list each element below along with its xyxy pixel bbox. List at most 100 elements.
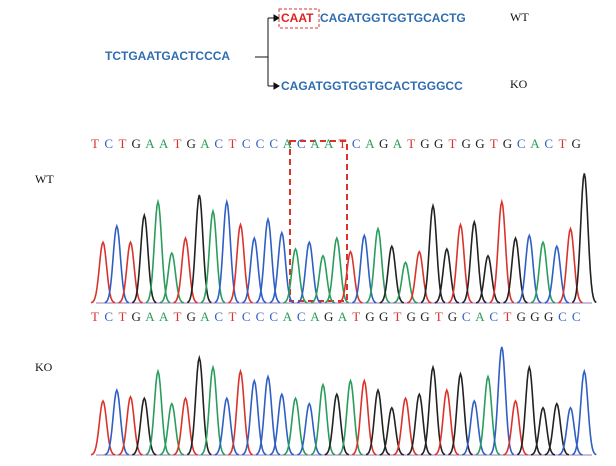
base-call: T: [229, 309, 237, 324]
base-call: C: [297, 309, 306, 324]
base-call: T: [119, 136, 127, 151]
base-call: T: [490, 136, 498, 151]
base-call: C: [544, 136, 553, 151]
trace-peak: [393, 396, 418, 456]
base-call: C: [489, 309, 498, 324]
trace-peak: [186, 354, 212, 456]
trace-peak: [489, 346, 515, 456]
trace-peak: [544, 401, 570, 456]
trace-peak: [352, 233, 377, 304]
wt-label: WT: [510, 10, 529, 24]
trace-peak: [132, 396, 157, 456]
base-call: T: [174, 136, 182, 151]
trace-peak: [214, 396, 240, 456]
base-call: A: [475, 309, 485, 324]
trace-peak: [503, 236, 528, 304]
trace-peak: [462, 399, 487, 456]
trace-peak: [338, 249, 363, 304]
trace-peak: [324, 236, 350, 304]
trace-peak: [530, 406, 556, 456]
deleted-site: CAAT: [281, 11, 314, 25]
base-call: G: [365, 309, 374, 324]
trace-peak: [255, 216, 281, 304]
trace-peak: [242, 236, 267, 304]
base-call: T: [449, 136, 457, 151]
base-call: G: [407, 309, 416, 324]
trace-peak: [420, 202, 446, 304]
base-call: C: [256, 136, 265, 151]
base-call: T: [174, 309, 182, 324]
trace-peak: [448, 371, 473, 456]
trace-peak: [228, 368, 253, 456]
base-call: A: [200, 136, 210, 151]
trace-peak: [379, 244, 405, 304]
trace-peak: [200, 364, 226, 456]
trace-peak: [475, 374, 501, 456]
source-sequence: TCTGAATGACTCCCA: [105, 49, 230, 63]
base-call: G: [132, 309, 141, 324]
trace-peak: [365, 226, 391, 304]
base-call: A: [159, 136, 169, 151]
ko-label: KO: [510, 77, 528, 91]
trace-peak: [159, 401, 185, 456]
trace-peak: [118, 240, 143, 304]
base-call: A: [310, 309, 320, 324]
trace-peak: [530, 240, 556, 304]
base-call: C: [517, 136, 526, 151]
trace-peak: [420, 364, 446, 456]
base-call: T: [229, 136, 237, 151]
trace-peak: [173, 396, 198, 456]
base-call: C: [104, 136, 113, 151]
trace-peak: [159, 251, 185, 304]
base-call: C: [558, 309, 567, 324]
trace-peak: [297, 240, 322, 304]
base-call: A: [283, 309, 293, 324]
base-call: C: [214, 136, 223, 151]
base-call: G: [503, 136, 512, 151]
site-box: [278, 8, 320, 29]
trace-peak: [173, 236, 198, 304]
base-call: G: [530, 309, 539, 324]
arrowhead: [273, 82, 280, 90]
sample-label: KO: [35, 360, 53, 374]
trace-peak: [269, 392, 295, 456]
base-call: A: [530, 136, 540, 151]
base-call: A: [159, 309, 169, 324]
base-call: T: [407, 136, 415, 151]
base-call: G: [324, 309, 333, 324]
edit-diagram: [255, 8, 320, 90]
ko-sequence: CAGATGGTGGTGCACTGGGCC: [281, 79, 463, 93]
trace-peak: [104, 223, 130, 304]
base-call: T: [119, 309, 127, 324]
trace-peak: [379, 406, 404, 456]
base-call: T: [435, 309, 443, 324]
base-call: G: [132, 136, 141, 151]
trace-peak: [558, 406, 583, 456]
trace-peak: [448, 222, 473, 304]
base-call: G: [420, 309, 429, 324]
base-call: G: [544, 309, 553, 324]
base-call: C: [297, 136, 306, 151]
trace-peak: [407, 249, 432, 304]
base-call: C: [462, 309, 471, 324]
base-call: T: [352, 309, 360, 324]
base-call: G: [572, 136, 581, 151]
base-call: T: [91, 309, 99, 324]
trace-peak: [118, 394, 143, 456]
base-call: G: [379, 309, 388, 324]
base-call: C: [104, 309, 113, 324]
base-call: C: [242, 136, 251, 151]
trace-peak: [283, 247, 308, 304]
base-call: G: [462, 136, 471, 151]
base-call: C: [214, 309, 223, 324]
trace-peak: [90, 240, 116, 304]
trace-peak: [324, 392, 350, 456]
base-call: T: [504, 309, 512, 324]
base-call: T: [91, 136, 99, 151]
trace-peak: [434, 247, 460, 304]
trace-peak: [283, 396, 308, 456]
trace-peak: [544, 244, 570, 304]
trace-peak: [242, 378, 267, 456]
trace-peak: [255, 374, 281, 456]
trace-peak: [145, 198, 171, 304]
